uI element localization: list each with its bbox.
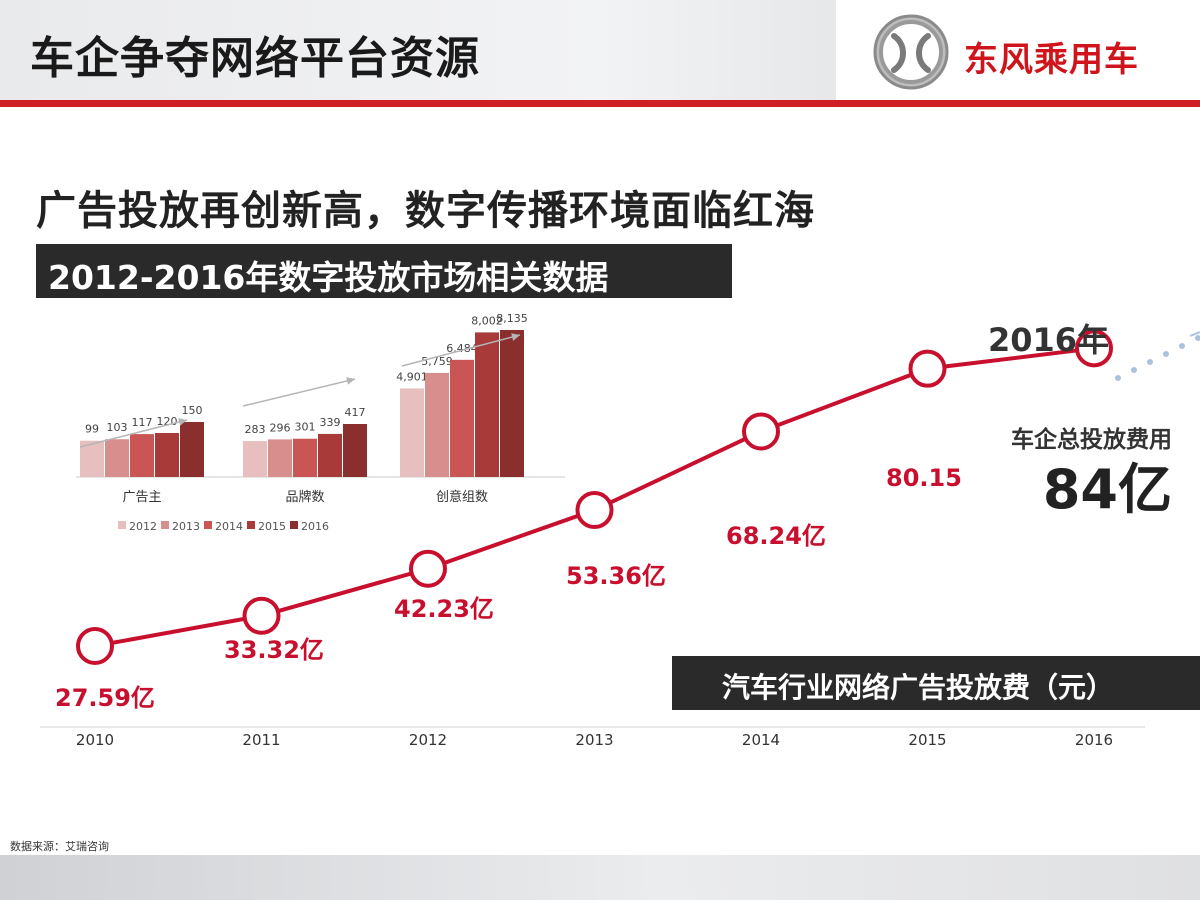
dongfeng-logo-icon (873, 14, 949, 90)
source-note: 数据来源：艾瑞咨询 (10, 840, 109, 853)
x-tick-2010: 2010 (76, 731, 114, 749)
page-title: 车企争夺网络平台资源 (30, 33, 480, 84)
bar-label-品牌数-2012: 283 (245, 423, 266, 436)
line-point-2013 (575, 491, 614, 530)
logo-area (836, 0, 1200, 100)
x-tick-2014: 2014 (742, 731, 780, 749)
bar-label-广告主-2012: 99 (85, 423, 99, 436)
callout-label: 车企总投放费用 (1011, 426, 1172, 453)
bar-创意组数-2013 (425, 372, 449, 477)
growth-arrow-2 (401, 334, 521, 367)
x-tick-2016: 2016 (1075, 731, 1113, 749)
subtitle-text: 2012-2016年数字投放市场相关数据 (48, 258, 609, 297)
headline: 广告投放再创新高，数字传播环境面临红海 (36, 188, 815, 234)
x-tick-2011: 2011 (242, 731, 280, 749)
bar-品牌数-2014 (293, 438, 317, 477)
bar-品牌数-2013 (268, 439, 292, 477)
chart-caption-banner: 汽车行业网络广告投放费（元） (672, 656, 1200, 710)
bar-label-品牌数-2014: 301 (295, 421, 316, 434)
line-label-2013: 53.36亿 (566, 562, 666, 590)
line-point-2015 (908, 349, 947, 388)
bar-label-广告主-2016: 150 (182, 404, 203, 417)
line-point-2016 (1075, 329, 1113, 368)
bar-label-创意组数-2016: 8,135 (496, 312, 528, 325)
legend-swatch-2013 (161, 521, 169, 529)
x-tick-2012: 2012 (409, 731, 447, 749)
legend-swatch-2016 (290, 521, 298, 529)
bar-label-品牌数-2013: 296 (270, 421, 291, 434)
bar-category-广告主: 广告主 (122, 490, 161, 505)
legend-swatch-2014 (204, 521, 212, 529)
logo-text: 东风乘用车 (964, 40, 1139, 80)
bar-category-创意组数: 创意组数 (436, 489, 488, 505)
bar-广告主-2015 (155, 433, 179, 477)
line-label-2010: 27.59亿 (55, 684, 155, 712)
bar-品牌数-2012 (243, 441, 267, 477)
bar-label-创意组数-2012: 4,901 (396, 370, 428, 383)
x-tick-2015: 2015 (908, 731, 946, 749)
callout-value: 84亿 (1043, 458, 1172, 521)
bar-label-广告主-2014: 117 (132, 416, 153, 429)
legend-label-2014: 2014 (215, 520, 243, 533)
bar-创意组数-2014 (450, 359, 474, 477)
header-divider (0, 100, 1200, 107)
bar-创意组数-2012 (400, 388, 424, 477)
footer-bar (0, 855, 1200, 900)
bar-广告主-2016 (180, 422, 204, 477)
growth-arrow-head-0 (178, 418, 187, 426)
legend-label-2012: 2012 (129, 520, 157, 533)
bar-label-品牌数-2015: 339 (320, 416, 341, 429)
growth-arrow-head-2 (511, 333, 520, 341)
line-point-2014 (742, 412, 780, 451)
line-label-2015: 80.15 (886, 464, 962, 492)
legend-swatch-2012 (118, 521, 126, 529)
trend-dot-0 (1115, 375, 1121, 381)
bar-广告主-2014 (130, 434, 154, 477)
legend-label-2015: 2015 (258, 520, 286, 533)
bar-创意组数-2016 (500, 330, 524, 477)
bar-label-广告主-2015: 120 (157, 415, 178, 428)
trend-dash (1189, 331, 1200, 337)
line-point-2011 (242, 596, 281, 635)
bar-label-创意组数-2015: 8,002 (471, 314, 503, 327)
bar-label-品牌数-2016: 417 (345, 406, 366, 419)
trend-dot-4 (1179, 343, 1185, 349)
growth-arrow-0 (79, 419, 188, 448)
bar-创意组数-2015 (475, 332, 499, 477)
line-label-2011: 33.32亿 (224, 636, 324, 664)
line-label-2014: 68.24亿 (726, 522, 826, 550)
bar-品牌数-2015 (318, 433, 342, 477)
growth-arrow-1 (242, 378, 356, 407)
legend-swatch-2015 (247, 521, 255, 529)
trend-dot-5 (1195, 335, 1200, 341)
line-label-2016: 2016年 (988, 321, 1109, 359)
line-label-2012: 42.23亿 (394, 595, 494, 623)
bar-广告主-2013 (105, 439, 129, 477)
chart-caption: 汽车行业网络广告投放费（元） (722, 671, 1115, 704)
bar-label-广告主-2013: 103 (107, 421, 128, 434)
x-tick-2013: 2013 (575, 731, 613, 749)
subtitle-banner: 2012-2016年数字投放市场相关数据 (36, 244, 732, 298)
trend-dot-1 (1131, 367, 1137, 373)
legend-label-2016: 2016 (301, 520, 329, 533)
bar-品牌数-2016 (343, 424, 367, 477)
bar-category-品牌数: 品牌数 (285, 489, 324, 505)
legend-label-2013: 2013 (172, 520, 200, 533)
line-point-2012 (409, 549, 447, 588)
growth-arrow-head-1 (346, 377, 355, 385)
trend-dot-3 (1163, 351, 1169, 357)
line-point-2010 (76, 627, 114, 665)
trend-dot-2 (1147, 359, 1153, 365)
